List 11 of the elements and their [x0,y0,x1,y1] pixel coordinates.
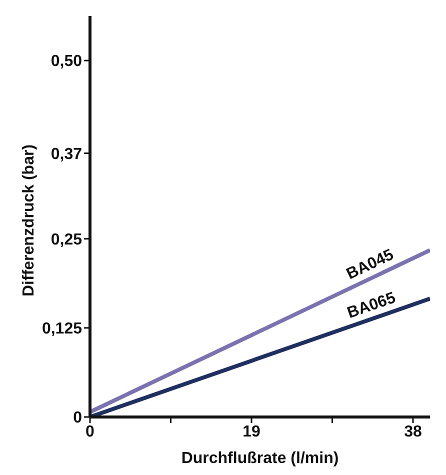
x-axis-title: Durchflußrate (l/min) [181,450,339,467]
text: BA065 [345,290,398,322]
y-axis-title: Differenzdruck (bar) [20,144,38,296]
x-tick-label: 0 [86,423,95,440]
y-tick-label: 0,25 [50,231,82,248]
y-tick-label: 0,50 [50,53,82,70]
x-tick-label: 38 [404,423,422,440]
y-tick-label: 0,37 [50,146,82,163]
y-tick-label: 0 [73,410,82,427]
y-tick-label: 0,125 [42,320,82,338]
x-tick-label: 19 [242,423,260,440]
